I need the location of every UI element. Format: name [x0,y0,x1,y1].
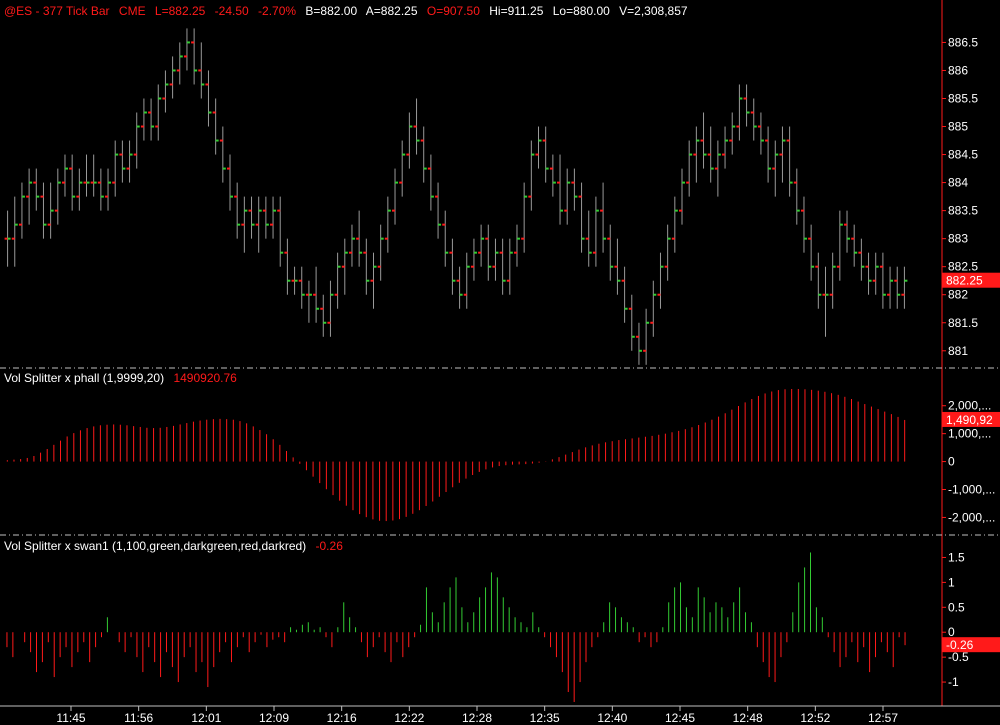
phall-indicator-name: Vol Splitter x phall (1,9999,20) [4,371,165,385]
phall-tick-label: 2,000,... [948,399,991,413]
time-tick-label: 12:22 [394,711,424,725]
swan-tick-label: -0.5 [948,650,969,664]
phall-tick-label: -1,000,... [948,483,995,497]
last-price: L=882.25 [154,4,206,18]
time-tick-label: 12:01 [191,711,221,725]
price-tick-label: 885.5 [948,91,978,105]
pct-change: -2.70% [258,4,297,18]
price-tick-label: 881.5 [948,316,978,330]
phall-indicator-value: 1490920.76 [173,371,237,385]
chart-header: @ES - 377 Tick Bar CME L=882.25 -24.50 -… [4,4,694,18]
time-tick-label: 12:48 [733,711,763,725]
time-tick-label: 11:45 [56,711,85,725]
symbol-label: @ES - 377 Tick Bar [4,4,110,18]
swan-indicator-name: Vol Splitter x swan1 (1,100,green,darkgr… [4,539,307,553]
price-tick-label: 884.5 [948,148,978,162]
swan-tick-label: 0 [948,625,955,639]
volume-label: V=2,308,857 [619,4,688,18]
low-price: Lo=880.00 [552,4,610,18]
bid-price: B=882.00 [305,4,358,18]
price-tick-label: 884 [948,176,968,190]
net-change: -24.50 [214,4,249,18]
phall-last-marker-label: 1,490,92 [946,413,993,427]
price-tick-label: 883.5 [948,204,978,218]
price-tick-label: 886 [948,63,968,77]
time-tick-label: 12:16 [327,711,357,725]
phall-last-marker [942,411,1000,427]
high-price: Hi=911.25 [489,4,544,18]
price-tick-label: 883 [948,232,968,246]
exchange-label: CME [118,4,146,18]
price-tick-label: 881 [948,344,968,358]
time-tick-label: 12:45 [665,711,695,725]
swan-tick-label: 0.5 [948,600,965,614]
ask-price: A=882.25 [365,4,418,18]
last-price-marker [942,272,1000,288]
swan-tick-label: 1 [948,575,955,589]
time-tick-label: 11:56 [124,711,153,725]
price-tick-label: 882.5 [948,260,978,274]
swan-tick-label: -1 [948,675,959,689]
time-tick-label: 12:40 [597,711,627,725]
phall-tick-label: 0 [948,455,955,469]
phall-tick-label: 1,000,... [948,427,991,441]
phall-indicator-title: Vol Splitter x phall (1,9999,20) 1490920… [4,371,243,385]
price-tick-label: 886.5 [948,35,978,49]
time-tick-label: 12:35 [530,711,560,725]
price-tick-label: 882 [948,288,968,302]
phall-tick-label: -2,000,... [948,510,995,524]
swan-tick-label: 1.5 [948,550,965,564]
last-price-marker-label: 882.25 [946,274,983,288]
time-tick-label: 12:57 [868,711,898,725]
time-tick-label: 12:09 [259,711,289,725]
swan-last-marker-label: -0.26 [946,638,974,652]
swan-indicator-value: -0.26 [315,539,343,553]
price-tick-label: 885 [948,120,968,134]
swan-last-marker [942,637,1000,653]
time-tick-label: 12:52 [800,711,830,725]
swan-indicator-title: Vol Splitter x swan1 (1,100,green,darkgr… [4,539,349,553]
open-price: O=907.50 [426,4,480,18]
time-tick-label: 12:28 [462,711,492,725]
